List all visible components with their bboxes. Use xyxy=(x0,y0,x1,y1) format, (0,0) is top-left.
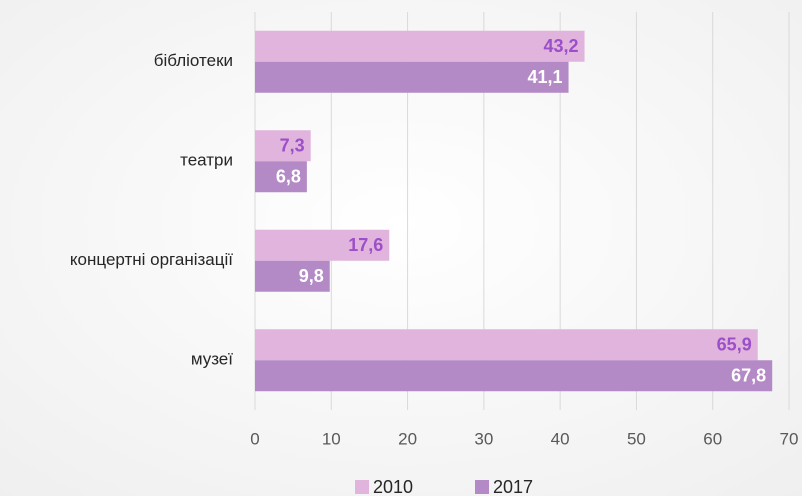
y-tick-label: музеї xyxy=(191,350,233,369)
x-tick-label: 50 xyxy=(627,429,646,448)
bar xyxy=(255,229,390,261)
x-tick-label: 20 xyxy=(398,429,417,448)
x-tick-label: 60 xyxy=(703,429,722,448)
bar xyxy=(255,61,569,93)
x-tick-label: 70 xyxy=(780,429,799,448)
value-label: 41,1 xyxy=(527,67,562,87)
x-tick-label: 40 xyxy=(551,429,570,448)
bar xyxy=(255,329,758,361)
x-tick-label: 10 xyxy=(322,429,341,448)
y-tick-label: бібліотеки xyxy=(154,51,233,70)
y-tick-label: концертні організації xyxy=(70,250,233,269)
value-label: 43,2 xyxy=(544,36,579,56)
legend-swatch xyxy=(355,480,369,494)
legend-label: 2017 xyxy=(493,477,533,496)
value-label: 65,9 xyxy=(717,335,752,355)
value-label: 6,8 xyxy=(276,167,301,187)
legend-swatch xyxy=(475,480,489,494)
bar xyxy=(255,130,311,162)
x-tick-label: 0 xyxy=(250,429,259,448)
bar xyxy=(255,161,307,193)
y-tick-label: театри xyxy=(180,151,233,170)
value-label: 17,6 xyxy=(348,235,383,255)
value-label: 9,8 xyxy=(299,266,324,286)
value-label: 67,8 xyxy=(731,366,766,386)
bar xyxy=(255,360,773,392)
bar xyxy=(255,260,330,292)
bar xyxy=(255,30,585,62)
x-tick-label: 30 xyxy=(474,429,493,448)
value-label: 7,3 xyxy=(280,136,305,156)
legend-label: 2010 xyxy=(373,477,413,496)
